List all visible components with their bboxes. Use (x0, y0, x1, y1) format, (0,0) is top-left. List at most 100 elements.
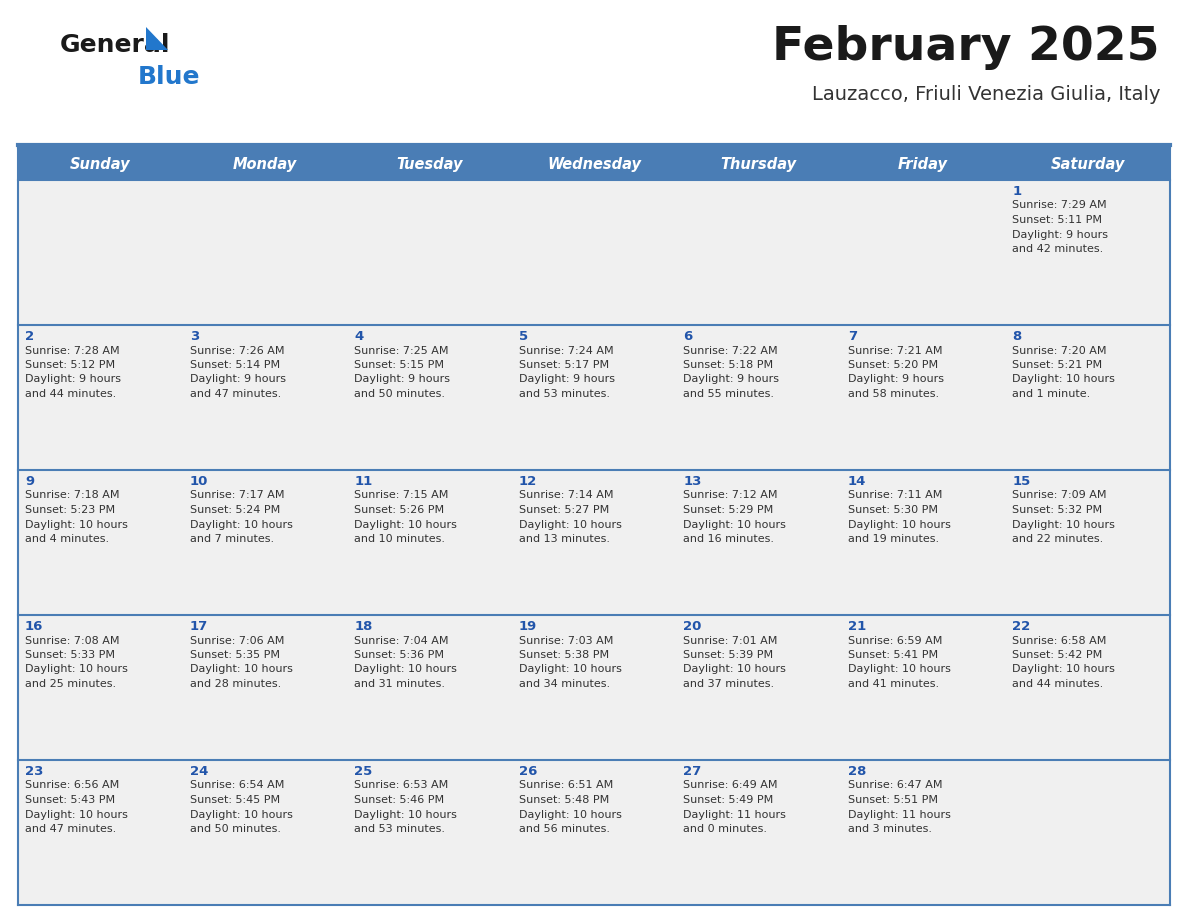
Text: Sunset: 5:46 PM: Sunset: 5:46 PM (354, 795, 444, 805)
Text: Sunset: 5:27 PM: Sunset: 5:27 PM (519, 505, 609, 515)
Text: Daylight: 10 hours: Daylight: 10 hours (1012, 375, 1116, 385)
Text: Daylight: 10 hours: Daylight: 10 hours (1012, 665, 1116, 675)
Bar (183, 760, 347, 905)
Bar (841, 180, 1005, 325)
Bar (841, 760, 1005, 905)
Text: Daylight: 10 hours: Daylight: 10 hours (1012, 520, 1116, 530)
Bar (18, 325, 183, 470)
Text: 13: 13 (683, 475, 702, 488)
Text: and 34 minutes.: and 34 minutes. (519, 679, 609, 689)
Bar (1005, 325, 1170, 470)
Text: and 25 minutes.: and 25 minutes. (25, 679, 116, 689)
Text: Sunset: 5:26 PM: Sunset: 5:26 PM (354, 505, 444, 515)
Text: Sunrise: 7:17 AM: Sunrise: 7:17 AM (190, 490, 284, 500)
Text: Daylight: 10 hours: Daylight: 10 hours (25, 810, 128, 820)
Text: Monday: Monday (233, 156, 297, 172)
Text: and 4 minutes.: and 4 minutes. (25, 534, 109, 544)
Text: 23: 23 (25, 765, 44, 778)
Text: and 10 minutes.: and 10 minutes. (354, 534, 446, 544)
Bar (18, 615, 183, 760)
Text: and 53 minutes.: and 53 minutes. (354, 824, 446, 834)
Text: Sunset: 5:17 PM: Sunset: 5:17 PM (519, 360, 608, 370)
Text: Sunset: 5:36 PM: Sunset: 5:36 PM (354, 650, 444, 660)
Text: Sunrise: 6:51 AM: Sunrise: 6:51 AM (519, 780, 613, 790)
Text: and 37 minutes.: and 37 minutes. (683, 679, 775, 689)
Text: Sunset: 5:21 PM: Sunset: 5:21 PM (1012, 360, 1102, 370)
Bar (676, 760, 841, 905)
Text: and 19 minutes.: and 19 minutes. (848, 534, 939, 544)
Text: 6: 6 (683, 330, 693, 343)
Bar (512, 470, 676, 615)
Text: and 0 minutes.: and 0 minutes. (683, 824, 767, 834)
Text: Lauzacco, Friuli Venezia Giulia, Italy: Lauzacco, Friuli Venezia Giulia, Italy (811, 85, 1159, 105)
Text: Sunrise: 7:18 AM: Sunrise: 7:18 AM (25, 490, 120, 500)
Text: Sunrise: 6:59 AM: Sunrise: 6:59 AM (848, 635, 942, 645)
Text: 21: 21 (848, 620, 866, 633)
Text: Daylight: 10 hours: Daylight: 10 hours (848, 665, 950, 675)
Text: Sunrise: 6:47 AM: Sunrise: 6:47 AM (848, 780, 942, 790)
Text: Sunset: 5:51 PM: Sunset: 5:51 PM (848, 795, 937, 805)
Text: Sunset: 5:20 PM: Sunset: 5:20 PM (848, 360, 939, 370)
Text: Daylight: 10 hours: Daylight: 10 hours (190, 810, 292, 820)
Text: Sunset: 5:29 PM: Sunset: 5:29 PM (683, 505, 773, 515)
Bar (841, 470, 1005, 615)
Text: and 53 minutes.: and 53 minutes. (519, 389, 609, 399)
Text: Saturday: Saturday (1050, 156, 1125, 172)
Bar (18, 148, 1170, 180)
Text: and 50 minutes.: and 50 minutes. (190, 824, 280, 834)
Text: Sunrise: 7:20 AM: Sunrise: 7:20 AM (1012, 345, 1107, 355)
Text: Sunrise: 7:12 AM: Sunrise: 7:12 AM (683, 490, 778, 500)
Text: Sunset: 5:41 PM: Sunset: 5:41 PM (848, 650, 939, 660)
Text: and 1 minute.: and 1 minute. (1012, 389, 1091, 399)
Text: Sunset: 5:43 PM: Sunset: 5:43 PM (25, 795, 115, 805)
Text: Sunrise: 7:29 AM: Sunrise: 7:29 AM (1012, 200, 1107, 210)
Text: February 2025: February 2025 (772, 26, 1159, 71)
Text: Daylight: 10 hours: Daylight: 10 hours (848, 520, 950, 530)
Text: Sunset: 5:39 PM: Sunset: 5:39 PM (683, 650, 773, 660)
Text: and 7 minutes.: and 7 minutes. (190, 534, 273, 544)
Text: Sunset: 5:33 PM: Sunset: 5:33 PM (25, 650, 115, 660)
Text: 4: 4 (354, 330, 364, 343)
Text: 3: 3 (190, 330, 198, 343)
Text: Sunset: 5:23 PM: Sunset: 5:23 PM (25, 505, 115, 515)
Bar (183, 470, 347, 615)
Text: Sunrise: 7:21 AM: Sunrise: 7:21 AM (848, 345, 942, 355)
Text: Daylight: 10 hours: Daylight: 10 hours (519, 810, 621, 820)
Text: Daylight: 10 hours: Daylight: 10 hours (683, 665, 786, 675)
Bar (347, 180, 512, 325)
Text: Sunset: 5:49 PM: Sunset: 5:49 PM (683, 795, 773, 805)
Text: Daylight: 10 hours: Daylight: 10 hours (25, 520, 128, 530)
Bar (676, 180, 841, 325)
Text: 22: 22 (1012, 620, 1031, 633)
Text: Daylight: 9 hours: Daylight: 9 hours (25, 375, 121, 385)
Bar (676, 325, 841, 470)
Text: and 47 minutes.: and 47 minutes. (25, 824, 116, 834)
Text: Daylight: 10 hours: Daylight: 10 hours (354, 520, 457, 530)
Text: Blue: Blue (138, 65, 201, 89)
Bar (1005, 615, 1170, 760)
Text: 18: 18 (354, 620, 373, 633)
Text: Daylight: 10 hours: Daylight: 10 hours (683, 520, 786, 530)
Bar (347, 470, 512, 615)
Text: Friday: Friday (898, 156, 948, 172)
Text: Daylight: 9 hours: Daylight: 9 hours (519, 375, 614, 385)
Bar (512, 180, 676, 325)
Text: and 28 minutes.: and 28 minutes. (190, 679, 280, 689)
Text: Sunset: 5:18 PM: Sunset: 5:18 PM (683, 360, 773, 370)
Text: Sunrise: 7:22 AM: Sunrise: 7:22 AM (683, 345, 778, 355)
Text: Sunrise: 7:09 AM: Sunrise: 7:09 AM (1012, 490, 1107, 500)
Text: Sunset: 5:30 PM: Sunset: 5:30 PM (848, 505, 937, 515)
Text: Sunset: 5:24 PM: Sunset: 5:24 PM (190, 505, 280, 515)
Text: 9: 9 (25, 475, 34, 488)
Bar (512, 760, 676, 905)
Text: Wednesday: Wednesday (546, 156, 642, 172)
Bar (347, 325, 512, 470)
Text: 11: 11 (354, 475, 372, 488)
Text: 1: 1 (1012, 185, 1022, 198)
Bar (1005, 180, 1170, 325)
Bar (676, 470, 841, 615)
Text: Daylight: 10 hours: Daylight: 10 hours (190, 665, 292, 675)
Text: Sunset: 5:38 PM: Sunset: 5:38 PM (519, 650, 608, 660)
Text: 28: 28 (848, 765, 866, 778)
Text: Daylight: 11 hours: Daylight: 11 hours (848, 810, 950, 820)
